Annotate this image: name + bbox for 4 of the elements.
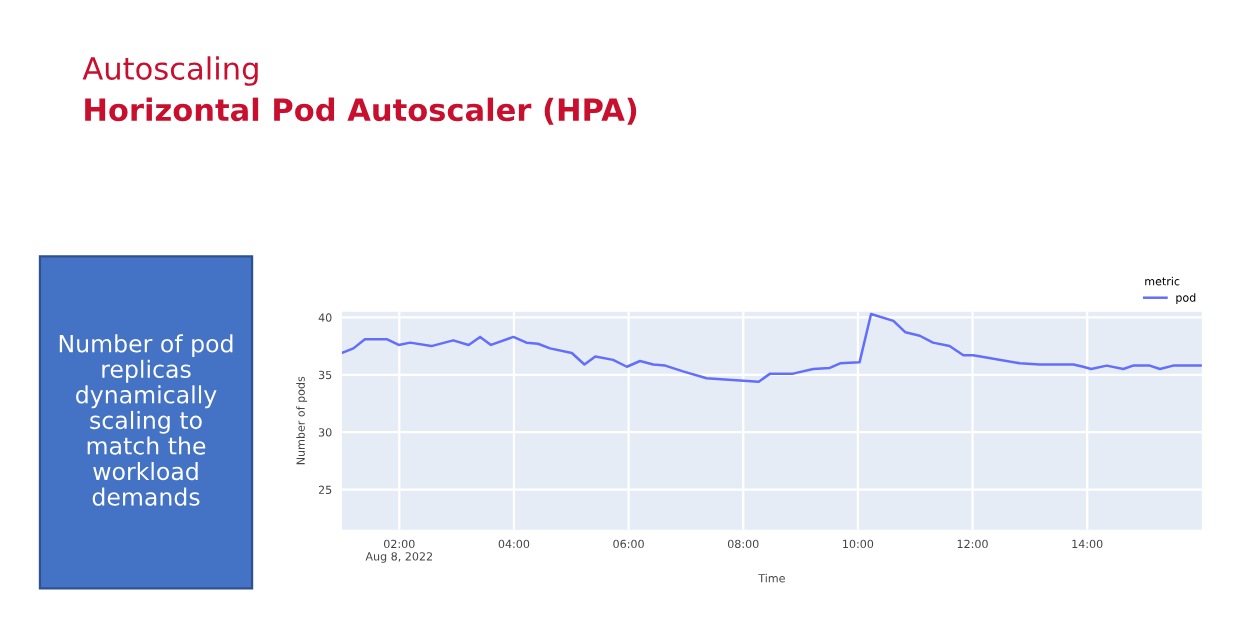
- chart-subtitle: Horizontal Pod Autoscaler (HPA): [85, 97, 637, 125]
- text: Number of pod replicas dynamically scaling to match the workload demands: [59, 334, 233, 506]
- chart-title: Autoscaling: [82, 56, 258, 86]
- line-series: [341, 312, 1202, 383]
